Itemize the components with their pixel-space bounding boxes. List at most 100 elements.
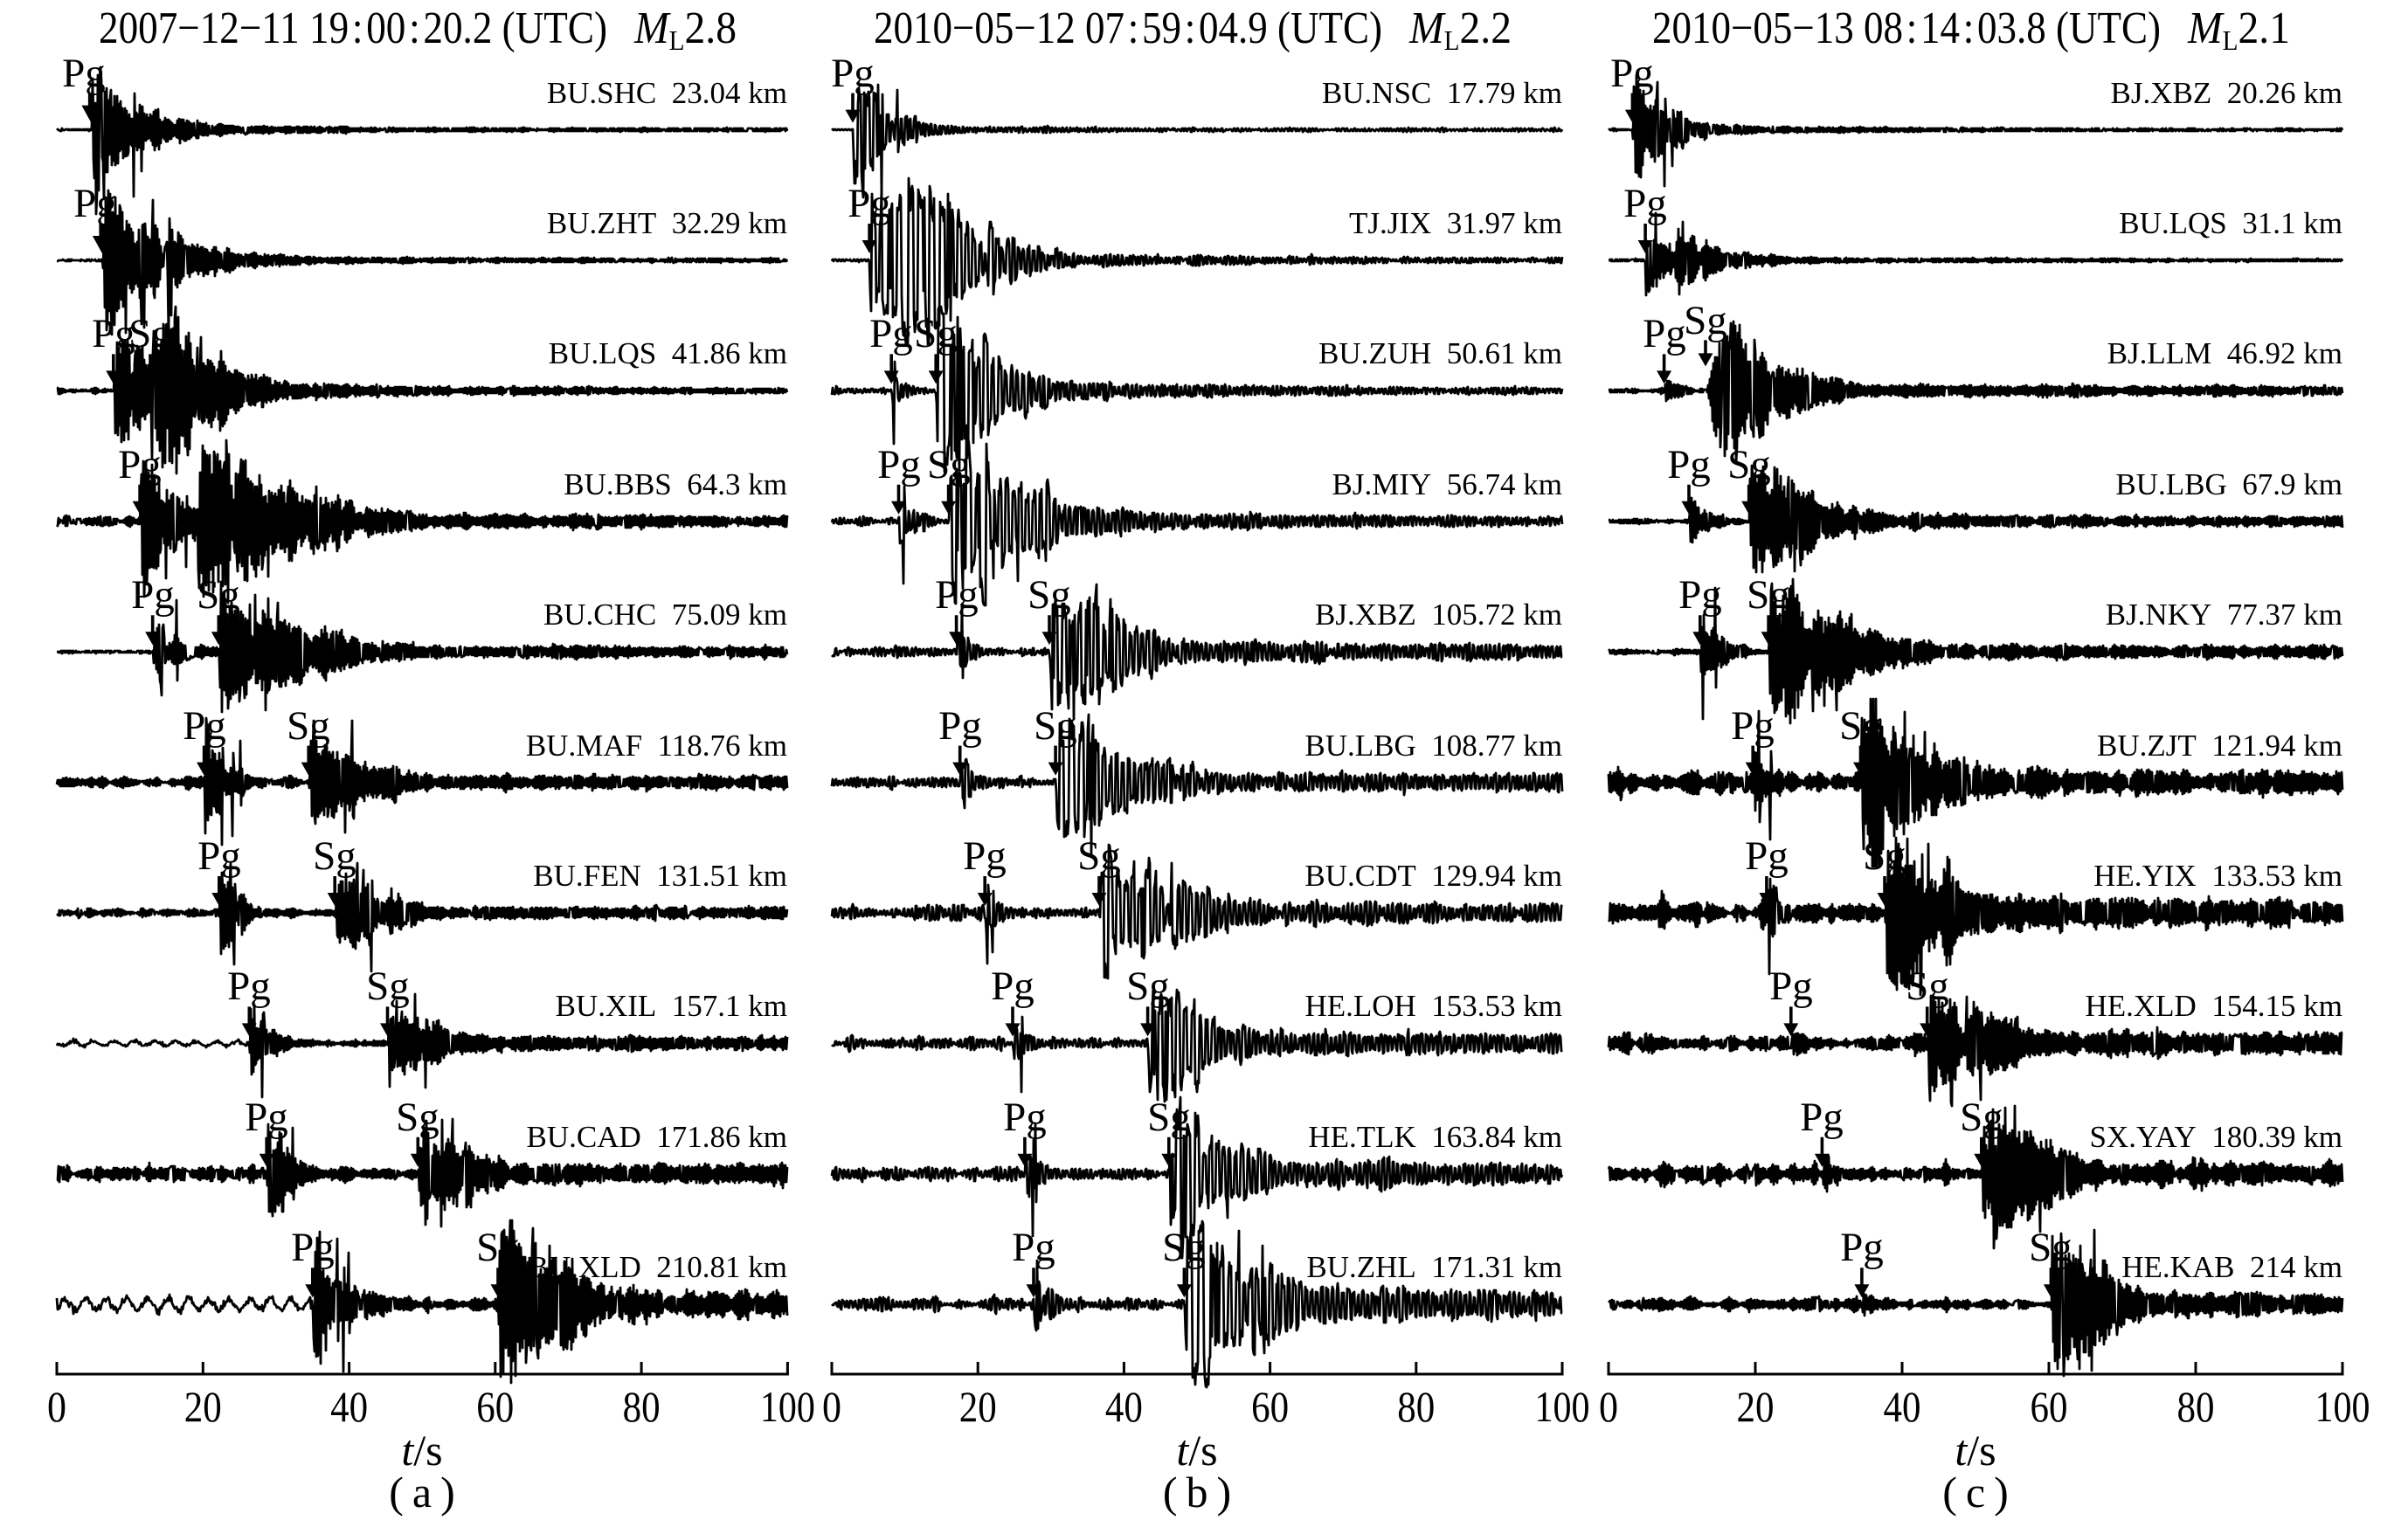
svg-text:BU.CDT 129.94 km: BU.CDT 129.94 km	[1304, 859, 1562, 893]
svg-text:Sg: Sg	[2029, 1225, 2072, 1270]
svg-text:Pg: Pg	[848, 181, 891, 226]
svg-text:ML2.1: ML2.1	[2187, 3, 2290, 56]
svg-text:100: 100	[2315, 1382, 2370, 1431]
svg-text:BU.ZJT 121.94 km: BU.ZJT 121.94 km	[2097, 729, 2342, 763]
svg-text:Pg: Pg	[92, 311, 135, 356]
svg-text:Pg: Pg	[963, 833, 1007, 879]
svg-text:Sg: Sg	[1684, 298, 1727, 343]
svg-text:Sg: Sg	[1747, 572, 1790, 618]
svg-text:HE.LOH 153.53 km: HE.LOH 153.53 km	[1304, 989, 1562, 1023]
svg-text:Pg: Pg	[1745, 833, 1789, 879]
svg-text:Sg: Sg	[128, 311, 172, 356]
svg-text:t/s: t/s	[1955, 1426, 1996, 1475]
svg-text:BU.LQS 31.1 km: BU.LQS 31.1 km	[2119, 206, 2342, 240]
svg-text:HE.TLK 163.84 km: HE.TLK 163.84 km	[1308, 1120, 1562, 1154]
svg-text:80: 80	[1397, 1382, 1435, 1431]
svg-text:Sg: Sg	[1028, 572, 1071, 618]
svg-text:Sg: Sg	[1126, 964, 1170, 1009]
svg-text:BU.XIL 157.1 km: BU.XIL 157.1 km	[556, 989, 787, 1023]
svg-text:Pg: Pg	[1731, 703, 1775, 749]
svg-text:80: 80	[2177, 1382, 2215, 1431]
svg-text:Sg: Sg	[1863, 833, 1906, 879]
svg-text:Pg: Pg	[1678, 572, 1722, 618]
svg-text:BU.LQS 41.86 km: BU.LQS 41.86 km	[549, 336, 787, 370]
svg-text:Pg: Pg	[1003, 1095, 1047, 1140]
svg-text:Sg: Sg	[1147, 1095, 1191, 1140]
svg-text:BU.ZHT 32.29 km: BU.ZHT 32.29 km	[547, 206, 787, 240]
svg-text:Pg: Pg	[245, 1095, 288, 1140]
svg-text:Pg: Pg	[227, 964, 271, 1009]
svg-text:Pg: Pg	[869, 311, 913, 356]
svg-text:40: 40	[1884, 1382, 1921, 1431]
svg-text:BU.ZHL 171.31 km: BU.ZHL 171.31 km	[1306, 1250, 1562, 1284]
svg-text:Pg: Pg	[831, 51, 875, 96]
svg-text:40: 40	[330, 1382, 368, 1431]
svg-text:Sg: Sg	[1034, 703, 1077, 749]
svg-text:2010−05−12 07 : 59 : 04.9 (UTC: 2010−05−12 07 : 59 : 04.9 (UTC)	[874, 3, 1382, 53]
svg-text:60: 60	[476, 1382, 514, 1431]
svg-text:HE.KAB 214 km: HE.KAB 214 km	[2121, 1250, 2342, 1284]
svg-text:BU.LBG 67.9 km: BU.LBG 67.9 km	[2115, 467, 2342, 501]
svg-text:20: 20	[184, 1382, 222, 1431]
svg-text:t/s: t/s	[1176, 1426, 1217, 1475]
svg-text:Pg: Pg	[1623, 181, 1667, 226]
svg-text:Pg: Pg	[183, 703, 226, 749]
svg-text:BJ.LLM 46.92 km: BJ.LLM 46.92 km	[2107, 336, 2342, 370]
svg-text:Sg: Sg	[1839, 703, 1883, 749]
svg-text:Pg: Pg	[1769, 964, 1813, 1009]
svg-text:0: 0	[47, 1382, 66, 1431]
svg-text:Pg: Pg	[118, 442, 162, 487]
svg-text:SX.YAY 180.39 km: SX.YAY 180.39 km	[2090, 1120, 2342, 1154]
svg-text:HE.XLD 154.15 km: HE.XLD 154.15 km	[2085, 989, 2342, 1023]
svg-text:BJ.XBZ 105.72 km: BJ.XBZ 105.72 km	[1315, 598, 1562, 632]
svg-text:0: 0	[822, 1382, 841, 1431]
svg-text:Pg: Pg	[1800, 1095, 1844, 1140]
svg-text:( a ): ( a )	[389, 1468, 455, 1517]
svg-text:Pg: Pg	[938, 703, 982, 749]
svg-text:Pg: Pg	[1667, 442, 1711, 487]
svg-text:Pg: Pg	[1840, 1225, 1884, 1270]
svg-text:Pg: Pg	[991, 964, 1034, 1009]
svg-text:Sg: Sg	[1960, 1095, 2003, 1140]
svg-text:Sg: Sg	[366, 964, 410, 1009]
svg-text:( c ): ( c )	[1942, 1468, 2009, 1517]
svg-text:Pg: Pg	[197, 833, 241, 879]
svg-text:TJ.JIX 31.97 km: TJ.JIX 31.97 km	[1349, 206, 1562, 240]
svg-text:BU.NSC 17.79 km: BU.NSC 17.79 km	[1322, 76, 1562, 110]
svg-text:Pg: Pg	[877, 442, 921, 487]
svg-text:Sg: Sg	[1162, 1225, 1206, 1270]
svg-text:BU.ZUH 50.61 km: BU.ZUH 50.61 km	[1318, 336, 1562, 370]
svg-text:Sg: Sg	[197, 572, 240, 618]
svg-text:Pg: Pg	[1012, 1225, 1055, 1270]
svg-text:BJ.NKY 77.37 km: BJ.NKY 77.37 km	[2106, 598, 2342, 632]
svg-text:Sg: Sg	[313, 833, 356, 879]
svg-text:Sg: Sg	[1077, 833, 1121, 879]
svg-text:Pg: Pg	[935, 572, 979, 618]
svg-text:Pg: Pg	[131, 572, 175, 618]
svg-text:60: 60	[2031, 1382, 2068, 1431]
svg-text:BU.FEN 131.51 km: BU.FEN 131.51 km	[533, 859, 787, 893]
svg-text:t/s: t/s	[401, 1426, 442, 1475]
svg-text:BJ.XBZ 20.26 km: BJ.XBZ 20.26 km	[2111, 76, 2342, 110]
svg-text:ML2.2: ML2.2	[1408, 3, 1512, 56]
svg-text:Pg: Pg	[62, 51, 106, 96]
svg-text:Sg: Sg	[1906, 964, 1949, 1009]
svg-text:Pg: Pg	[291, 1225, 335, 1270]
svg-text:BU.LBG 108.77 km: BU.LBG 108.77 km	[1304, 729, 1562, 763]
svg-text:Sg: Sg	[914, 311, 958, 356]
svg-text:60: 60	[1251, 1382, 1289, 1431]
svg-text:Sg: Sg	[396, 1095, 439, 1140]
svg-text:BU.BBS 64.3 km: BU.BBS 64.3 km	[564, 467, 787, 501]
svg-text:Pg: Pg	[1610, 51, 1654, 96]
svg-text:Pg: Pg	[1643, 311, 1686, 356]
svg-text:BU.CHC 75.09 km: BU.CHC 75.09 km	[543, 598, 787, 632]
svg-text:BU.XLD 210.81 km: BU.XLD 210.81 km	[528, 1250, 787, 1284]
svg-text:40: 40	[1105, 1382, 1143, 1431]
svg-text:HE.YIX 133.53 km: HE.YIX 133.53 km	[2093, 859, 2342, 893]
svg-text:100: 100	[760, 1382, 815, 1431]
svg-text:BU.SHC 23.04 km: BU.SHC 23.04 km	[547, 76, 787, 110]
svg-text:80: 80	[623, 1382, 661, 1431]
svg-text:Pg: Pg	[73, 181, 117, 226]
svg-text:2010−05−13 08 : 14 : 03.8 (UTC: 2010−05−13 08 : 14 : 03.8 (UTC)	[1652, 3, 2161, 53]
svg-text:Sg: Sg	[1727, 442, 1771, 487]
